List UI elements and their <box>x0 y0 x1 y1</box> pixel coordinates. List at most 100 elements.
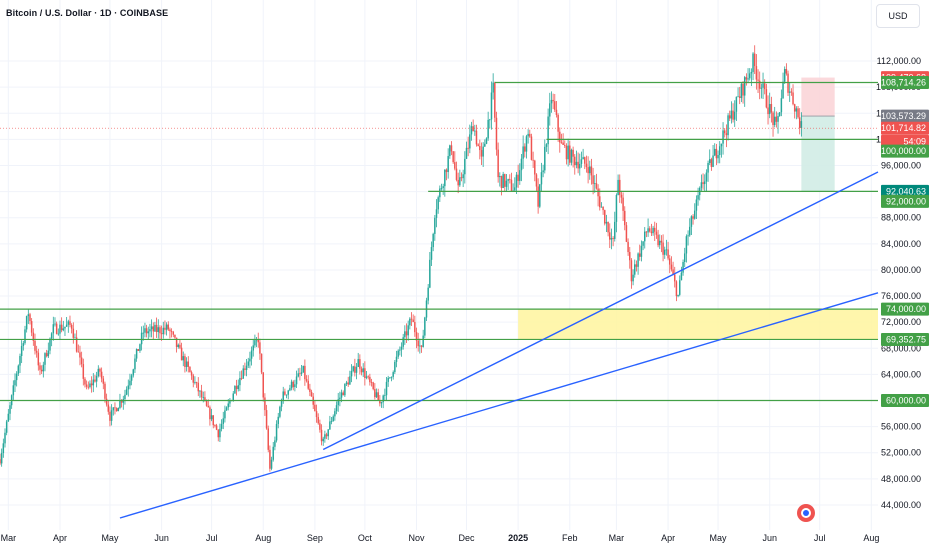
candle[interactable] <box>454 151 456 171</box>
candle[interactable] <box>355 362 358 380</box>
candle[interactable] <box>330 417 333 425</box>
candle[interactable] <box>94 374 96 383</box>
candle[interactable] <box>778 112 781 117</box>
candle[interactable] <box>733 100 736 127</box>
candle[interactable] <box>97 365 100 378</box>
candle[interactable] <box>225 406 228 411</box>
candle[interactable] <box>290 379 293 391</box>
candle[interactable] <box>40 365 43 375</box>
candle[interactable] <box>132 368 135 378</box>
candle[interactable] <box>587 156 589 184</box>
candle[interactable] <box>752 52 754 81</box>
candle[interactable] <box>745 73 748 86</box>
candle[interactable] <box>654 221 656 241</box>
candle[interactable] <box>264 393 266 416</box>
candle[interactable] <box>765 83 768 109</box>
candle[interactable] <box>647 218 649 237</box>
candle[interactable] <box>547 108 549 155</box>
candle[interactable] <box>435 199 438 228</box>
candle[interactable] <box>705 169 708 192</box>
candle[interactable] <box>12 380 15 400</box>
candle[interactable] <box>79 345 81 366</box>
candle[interactable] <box>174 334 176 339</box>
candle[interactable] <box>295 370 298 388</box>
candle[interactable] <box>265 404 268 430</box>
candle[interactable] <box>610 228 613 250</box>
candle[interactable] <box>219 423 221 443</box>
candle[interactable] <box>728 110 731 121</box>
candle[interactable] <box>149 323 151 338</box>
candle[interactable] <box>167 321 170 332</box>
candle[interactable] <box>645 231 648 238</box>
candle[interactable] <box>415 327 418 349</box>
candle[interactable] <box>780 89 783 117</box>
candle[interactable] <box>185 357 188 372</box>
candle[interactable] <box>284 388 286 396</box>
candle[interactable] <box>742 81 744 104</box>
candle[interactable] <box>254 334 256 348</box>
candle[interactable] <box>39 362 41 376</box>
candle[interactable] <box>220 419 223 432</box>
candle[interactable] <box>24 325 26 345</box>
candle[interactable] <box>127 379 130 397</box>
candle[interactable] <box>47 342 50 358</box>
candle[interactable] <box>414 315 416 337</box>
candle[interactable] <box>334 408 336 421</box>
candle[interactable] <box>545 143 548 152</box>
candle[interactable] <box>620 190 623 204</box>
candle[interactable] <box>619 174 621 203</box>
candle[interactable] <box>282 386 284 404</box>
candle[interactable] <box>300 364 303 377</box>
candle[interactable] <box>542 164 544 178</box>
candle[interactable] <box>570 148 573 166</box>
candle[interactable] <box>500 175 503 196</box>
candle[interactable] <box>100 367 103 383</box>
candle[interactable] <box>294 379 296 392</box>
candle[interactable] <box>402 333 404 350</box>
candle[interactable] <box>289 384 291 392</box>
candle[interactable] <box>27 308 30 325</box>
candle[interactable] <box>510 172 513 192</box>
candle[interactable] <box>585 155 588 173</box>
candle[interactable] <box>25 315 28 333</box>
candle[interactable] <box>259 338 261 360</box>
candle[interactable] <box>592 167 594 195</box>
candle[interactable] <box>495 111 498 156</box>
candle[interactable] <box>64 326 66 337</box>
candle[interactable] <box>69 315 71 328</box>
candle[interactable] <box>144 322 146 338</box>
horizontal-levels[interactable] <box>0 81 878 402</box>
candle[interactable] <box>629 246 631 269</box>
candle[interactable] <box>655 222 658 239</box>
candle[interactable] <box>464 151 466 184</box>
candle[interactable] <box>297 368 299 378</box>
candle[interactable] <box>770 96 773 123</box>
candle[interactable] <box>239 371 241 392</box>
candle[interactable] <box>180 342 183 361</box>
candle[interactable] <box>775 111 778 128</box>
candle[interactable] <box>157 319 160 339</box>
candle[interactable] <box>557 113 559 142</box>
price-axis-area[interactable] <box>878 0 932 550</box>
candle[interactable] <box>72 322 75 344</box>
candle[interactable] <box>152 322 155 340</box>
candle[interactable] <box>710 157 713 171</box>
candle[interactable] <box>512 183 514 192</box>
candle[interactable] <box>17 364 20 376</box>
candle[interactable] <box>732 103 734 123</box>
candle[interactable] <box>663 246 666 259</box>
candle[interactable] <box>527 129 529 144</box>
candle[interactable] <box>252 338 254 357</box>
candle[interactable] <box>314 400 316 412</box>
candle[interactable] <box>574 154 576 175</box>
candle[interactable] <box>335 401 338 415</box>
candle[interactable] <box>758 71 761 100</box>
candle[interactable] <box>649 226 651 233</box>
candle[interactable] <box>630 258 633 289</box>
candle[interactable] <box>420 345 423 353</box>
candle[interactable] <box>605 214 608 233</box>
candle[interactable] <box>607 221 609 237</box>
candle[interactable] <box>274 436 276 451</box>
candle[interactable] <box>89 380 91 389</box>
candle[interactable] <box>114 402 116 415</box>
